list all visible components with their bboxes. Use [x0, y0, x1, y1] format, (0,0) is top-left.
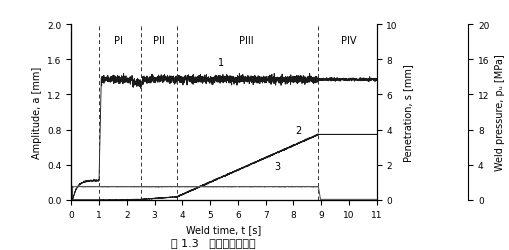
Y-axis label: Weld pressure, pᵤ [MPa]: Weld pressure, pᵤ [MPa] — [495, 54, 505, 171]
X-axis label: Weld time, t [s]: Weld time, t [s] — [186, 224, 262, 234]
Y-axis label: Penetration, s [mm]: Penetration, s [mm] — [404, 64, 413, 161]
Y-axis label: Amplitude, a [mm]: Amplitude, a [mm] — [32, 66, 42, 158]
Text: PI: PI — [114, 36, 123, 46]
Text: 图 1.3   超声波焊接过程: 图 1.3 超声波焊接过程 — [172, 238, 256, 248]
Text: 1: 1 — [218, 58, 224, 68]
Text: PIV: PIV — [341, 36, 357, 46]
Text: 2: 2 — [295, 125, 301, 135]
Text: PIII: PIII — [239, 36, 253, 46]
Text: 3: 3 — [274, 162, 280, 171]
Text: PII: PII — [153, 36, 164, 46]
